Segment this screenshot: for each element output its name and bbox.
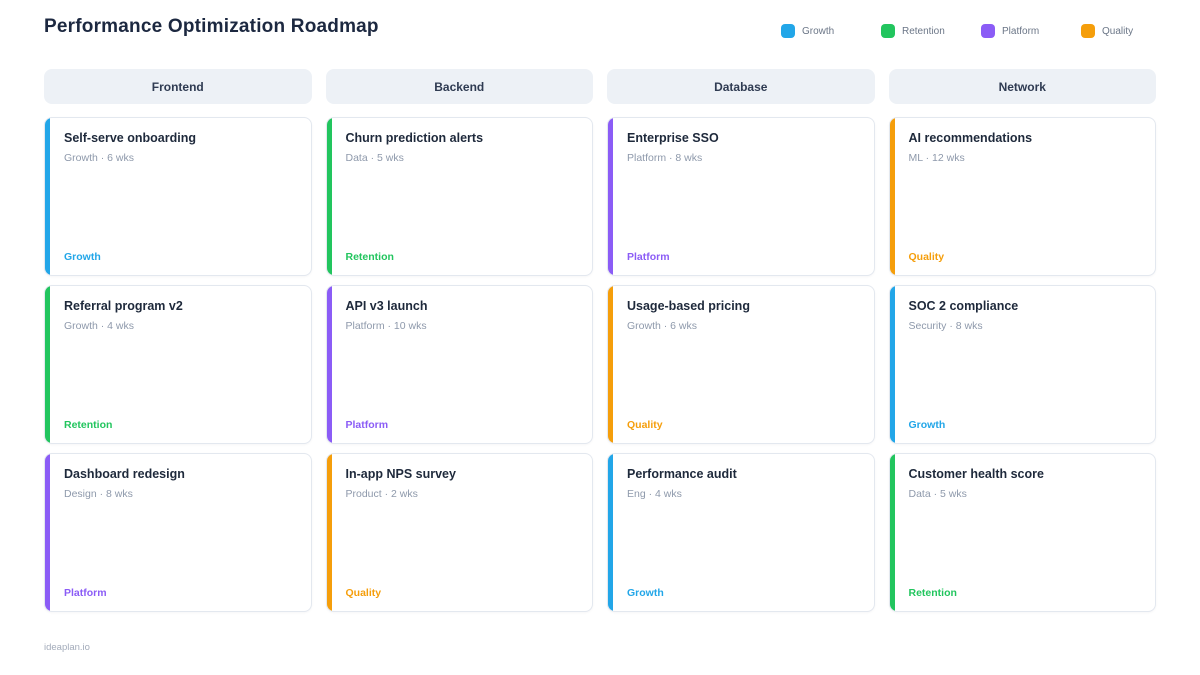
roadmap-card[interactable]: Performance audit Eng · 4 wks Growth xyxy=(607,453,875,612)
roadmap-card[interactable]: Self-serve onboarding Growth · 6 wks Gro… xyxy=(44,117,312,276)
card-meta: Growth · 6 wks xyxy=(64,152,135,164)
card-accent-bar xyxy=(889,286,895,443)
legend-swatch xyxy=(981,24,995,38)
legend-swatch xyxy=(881,24,895,38)
legend-swatch xyxy=(1081,24,1095,38)
card-tag-label: Retention xyxy=(64,419,113,431)
card-tag-label: Quality xyxy=(908,251,945,263)
card-tag-label: Platform xyxy=(345,419,389,431)
card-meta: Data · 5 wks xyxy=(345,152,404,164)
card-meta: Growth · 4 wks xyxy=(64,320,135,332)
card-title: API v3 launch xyxy=(345,299,428,313)
roadmap-card[interactable]: In-app NPS survey Product · 2 wks Qualit… xyxy=(325,453,593,612)
legend-label: Quality xyxy=(1102,25,1134,37)
card-title: Performance audit xyxy=(627,467,737,481)
card-accent-bar xyxy=(326,286,332,443)
card-title: Churn prediction alerts xyxy=(345,131,484,145)
card-title: AI recommendations xyxy=(908,131,1033,145)
legend-item-growth: Growth xyxy=(781,24,881,38)
card-meta: Security · 8 wks xyxy=(908,320,983,332)
legend-item-platform: Platform xyxy=(981,24,1081,38)
legend-label: Platform xyxy=(1002,25,1040,37)
column-network: Network AI recommendations ML · 12 wks Q… xyxy=(888,69,1156,621)
card-title: Self-serve onboarding xyxy=(64,131,196,145)
card-accent-bar xyxy=(45,454,50,611)
card-title: SOC 2 compliance xyxy=(908,299,1019,313)
roadmap-card[interactable]: Enterprise SSO Platform · 8 wks Platform xyxy=(607,117,875,276)
card-meta: Data · 5 wks xyxy=(908,488,967,500)
card-accent-bar xyxy=(608,286,613,443)
roadmap-card[interactable]: Referral program v2 Growth · 4 wks Reten… xyxy=(44,285,312,444)
card-tag-label: Quality xyxy=(627,419,663,431)
roadmap-card[interactable]: Usage-based pricing Growth · 6 wks Quali… xyxy=(607,285,875,444)
card-tag-label: Growth xyxy=(908,419,946,431)
legend-item-quality: Quality xyxy=(1081,24,1181,38)
legend-label: Retention xyxy=(902,25,945,37)
card-meta: Growth · 6 wks xyxy=(627,320,698,332)
card-meta: Design · 8 wks xyxy=(64,488,133,500)
card-tag-label: Quality xyxy=(345,587,382,599)
legend-item-retention: Retention xyxy=(881,24,981,38)
card-tag-label: Growth xyxy=(627,587,664,599)
column-database: Database Enterprise SSO Platform · 8 wks… xyxy=(607,69,875,621)
column-frontend: Frontend Self-serve onboarding Growth · … xyxy=(44,69,312,621)
card-tag-label: Platform xyxy=(64,587,107,599)
card-accent-bar xyxy=(45,286,50,443)
column-header: Backend xyxy=(325,69,593,104)
card-accent-bar xyxy=(889,454,895,611)
column-backend: Backend Churn prediction alerts Data · 5… xyxy=(325,69,593,621)
card-accent-bar xyxy=(608,454,613,611)
card-title: Enterprise SSO xyxy=(627,131,719,145)
card-tag-label: Growth xyxy=(64,251,101,263)
roadmap-card[interactable]: Customer health score Data · 5 wks Reten… xyxy=(888,453,1156,612)
card-accent-bar xyxy=(45,118,50,275)
column-header: Database xyxy=(607,69,875,104)
legend-swatch xyxy=(781,24,795,38)
legend-label: Growth xyxy=(802,25,835,37)
card-meta: Platform · 8 wks xyxy=(627,152,703,164)
card-meta: Platform · 10 wks xyxy=(345,320,427,332)
card-title: Referral program v2 xyxy=(64,299,183,313)
roadmap-card[interactable]: Churn prediction alerts Data · 5 wks Ret… xyxy=(325,117,593,276)
legend: Growth Retention Platform Quality xyxy=(781,24,1181,38)
roadmap-card[interactable]: AI recommendations ML · 12 wks Quality xyxy=(888,117,1156,276)
card-meta: Product · 2 wks xyxy=(345,488,418,500)
card-accent-bar xyxy=(608,118,613,275)
card-tag-label: Retention xyxy=(345,251,394,263)
card-title: Dashboard redesign xyxy=(64,467,185,481)
card-accent-bar xyxy=(326,118,332,275)
card-accent-bar xyxy=(326,454,332,611)
card-tag-label: Retention xyxy=(908,587,957,599)
footer-watermark: ideaplan.io xyxy=(44,642,90,653)
card-meta: ML · 12 wks xyxy=(908,152,965,164)
roadmap-card[interactable]: Dashboard redesign Design · 8 wks Platfo… xyxy=(44,453,312,612)
card-meta: Eng · 4 wks xyxy=(627,488,682,500)
page-title: Performance Optimization Roadmap xyxy=(44,16,379,37)
card-title: In-app NPS survey xyxy=(345,467,456,481)
column-header: Frontend xyxy=(44,69,312,104)
card-accent-bar xyxy=(889,118,895,275)
card-tag-label: Platform xyxy=(627,251,670,263)
roadmap-board: Frontend Self-serve onboarding Growth · … xyxy=(44,69,1156,621)
card-title: Customer health score xyxy=(908,467,1044,481)
roadmap-card[interactable]: SOC 2 compliance Security · 8 wks Growth xyxy=(888,285,1156,444)
roadmap-card[interactable]: API v3 launch Platform · 10 wks Platform xyxy=(325,285,593,444)
column-header: Network xyxy=(888,69,1156,104)
card-title: Usage-based pricing xyxy=(627,299,750,313)
